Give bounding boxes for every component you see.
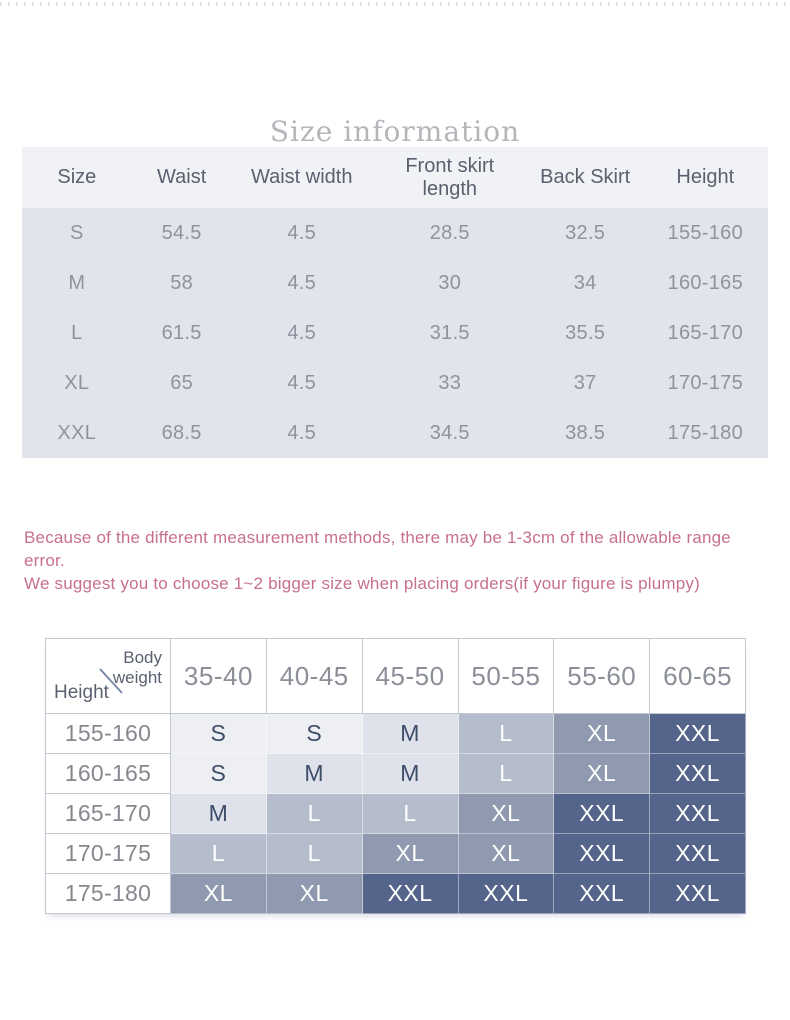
size-cell: XL	[171, 874, 267, 914]
front-skirt-length-value: 28.5	[429, 221, 470, 244]
height-weight-matrix: Body weight Height 35-40 40-45 45-50 50-…	[45, 638, 746, 914]
waist-width-value: 4.5	[287, 371, 317, 394]
size-cell: XXL	[554, 794, 651, 834]
back-skirt-value: 32.5	[565, 221, 606, 244]
height-value: 165-170	[667, 321, 744, 344]
table-row: XL 65 4.5 33 37 170-175	[22, 358, 768, 408]
waist-width-value: 4.5	[287, 421, 317, 444]
back-skirt-value: 38.5	[565, 421, 606, 444]
size-cell: L	[458, 754, 555, 794]
size-label: S	[70, 221, 84, 244]
height-row-label: 170-175	[46, 834, 171, 874]
front-skirt-length-value: 34.5	[429, 421, 470, 444]
size-table-header-row: Size Waist Waist width Front skirt lengt…	[22, 147, 768, 208]
size-cell: XXL	[650, 794, 746, 834]
size-cell: M	[362, 714, 459, 754]
stitch-divider	[0, 2, 790, 6]
weight-column-header: 35-40	[171, 639, 267, 714]
waist-width-value: 4.5	[287, 221, 317, 244]
size-table-header-height: Height	[676, 166, 735, 188]
front-skirt-length-value: 31.5	[429, 321, 470, 344]
size-cell: L	[266, 794, 363, 834]
size-cell: XXL	[554, 874, 651, 914]
front-skirt-length-value: 30	[438, 271, 462, 294]
size-cell: XXL	[650, 874, 746, 914]
waist-value: 61.5	[161, 321, 202, 344]
waist-width-value: 4.5	[287, 271, 317, 294]
measurement-note: Because of the different measurement met…	[24, 526, 774, 595]
size-cell: L	[458, 714, 555, 754]
measurement-note-line1: Because of the different measurement met…	[24, 528, 731, 570]
back-skirt-value: 34	[573, 271, 597, 294]
size-label: XXL	[57, 421, 97, 444]
size-cell: XXL	[650, 834, 746, 874]
size-table: Size Waist Waist width Front skirt lengt…	[22, 147, 768, 458]
height-value: 175-180	[667, 421, 744, 444]
size-table-header-size: Size	[57, 166, 97, 188]
size-table-header-waist-width: Waist width	[250, 166, 353, 188]
size-cell: S	[266, 714, 363, 754]
size-cell: XXL	[554, 834, 651, 874]
size-cell: XXL	[650, 714, 746, 754]
weight-column-header: 45-50	[362, 639, 459, 714]
size-cell: XL	[554, 714, 651, 754]
size-cell: L	[266, 834, 363, 874]
waist-value: 68.5	[161, 421, 202, 444]
height-value: 155-160	[667, 221, 744, 244]
size-cell: XXL	[650, 754, 746, 794]
size-cell: M	[266, 754, 363, 794]
height-row-label: 175-180	[46, 874, 171, 914]
front-skirt-length-value: 33	[438, 371, 462, 394]
size-cell: XL	[458, 794, 555, 834]
size-cell: S	[171, 714, 267, 754]
height-row-label: 160-165	[46, 754, 171, 794]
waist-width-value: 4.5	[287, 321, 317, 344]
size-cell: XL	[362, 834, 459, 874]
size-label: L	[71, 321, 83, 344]
measurement-note-line2: We suggest you to choose 1~2 bigger size…	[24, 574, 700, 593]
matrix-corner-body-weight-label: Body weight	[112, 648, 162, 687]
size-label: M	[68, 271, 86, 294]
size-cell: L	[171, 834, 267, 874]
weight-column-header: 55-60	[554, 639, 651, 714]
matrix-corner-cell: Body weight Height	[46, 639, 171, 714]
size-label: XL	[64, 371, 90, 394]
size-cell: XL	[458, 834, 555, 874]
weight-column-header: 50-55	[458, 639, 555, 714]
weight-column-header: 40-45	[266, 639, 363, 714]
waist-value: 65	[170, 371, 194, 394]
size-cell: XL	[266, 874, 363, 914]
table-row: XXL 68.5 4.5 34.5 38.5 175-180	[22, 408, 768, 458]
page-title: Size information	[269, 114, 521, 148]
height-value: 160-165	[667, 271, 744, 294]
size-cell: S	[171, 754, 267, 794]
height-row-label: 165-170	[46, 794, 171, 834]
table-row: S 54.5 4.5 28.5 32.5 155-160	[22, 208, 768, 258]
size-table-header-back-skirt: Back Skirt	[540, 166, 631, 188]
size-cell: L	[362, 794, 459, 834]
table-row: L 61.5 4.5 31.5 35.5 165-170	[22, 308, 768, 358]
table-row: M 58 4.5 30 34 160-165	[22, 258, 768, 308]
waist-value: 54.5	[161, 221, 202, 244]
size-table-header-front-skirt-length: Front skirt length	[405, 154, 495, 200]
size-cell: XL	[554, 754, 651, 794]
size-cell: XXL	[458, 874, 555, 914]
size-cell: M	[362, 754, 459, 794]
size-table-header-waist: Waist	[157, 166, 207, 188]
back-skirt-value: 37	[573, 371, 597, 394]
back-skirt-value: 35.5	[565, 321, 606, 344]
size-cell: XXL	[362, 874, 459, 914]
size-cell: M	[171, 794, 267, 834]
diagonal-divider-icon	[99, 668, 123, 694]
matrix-corner-height-label: Height	[54, 682, 109, 703]
height-value: 170-175	[667, 371, 744, 394]
waist-value: 58	[170, 271, 194, 294]
weight-column-header: 60-65	[650, 639, 746, 714]
height-row-label: 155-160	[46, 714, 171, 754]
